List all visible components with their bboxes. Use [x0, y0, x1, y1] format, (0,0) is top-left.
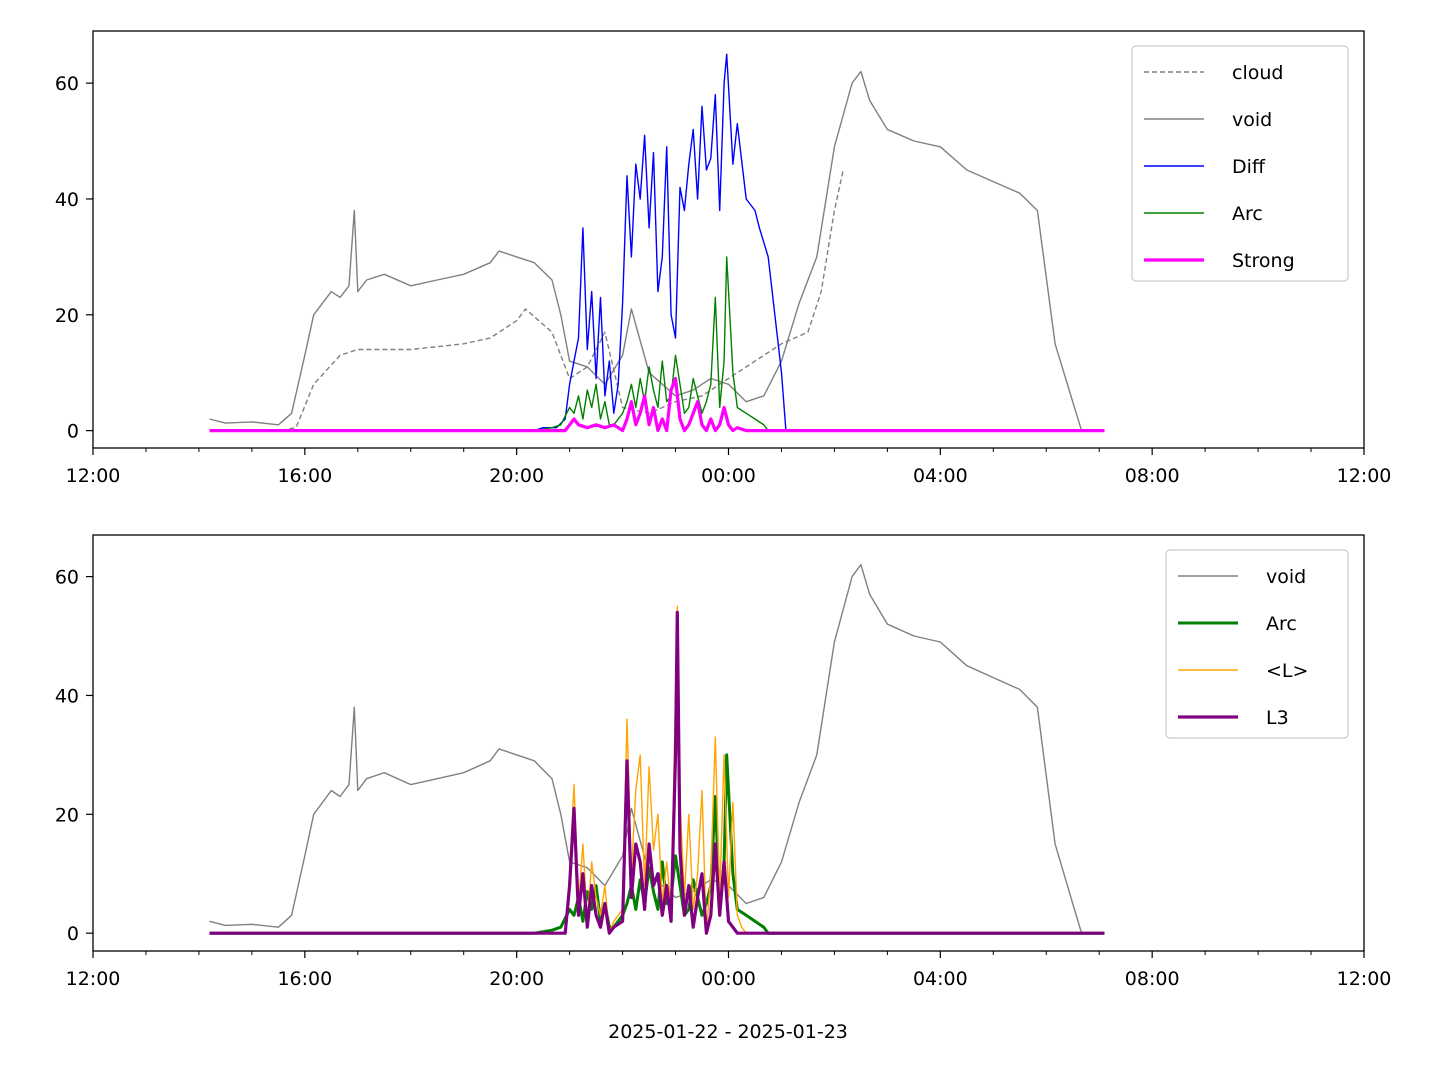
legend-label: void — [1232, 109, 1272, 131]
legend: cloud void Diff Arc Strong — [1131, 45, 1349, 282]
y-tick-label: 40 — [55, 189, 79, 211]
y-tick-label: 40 — [55, 685, 79, 707]
plot-area — [209, 564, 1105, 935]
y-tick-label: 20 — [55, 305, 79, 327]
series-line-l3 — [209, 610, 1105, 935]
series-line-strong — [209, 376, 1105, 433]
x-tick-label: 12:00 — [66, 968, 121, 990]
y-tick-label: 0 — [67, 923, 79, 945]
x-tick-label: 16:00 — [277, 465, 332, 487]
x-tick-label: 08:00 — [1125, 465, 1180, 487]
x-tick-label: 12:00 — [1337, 968, 1392, 990]
legend-label: Diff — [1232, 156, 1266, 178]
legend-label: L3 — [1266, 707, 1289, 729]
y-tick-label: 0 — [67, 421, 79, 443]
x-tick-label: 08:00 — [1125, 968, 1180, 990]
x-tick-label: 20:00 — [489, 465, 544, 487]
y-tick-label: 20 — [55, 804, 79, 826]
legend-label: void — [1266, 566, 1306, 588]
legend-label: Arc — [1232, 203, 1263, 225]
x-tick-label: 20:00 — [489, 968, 544, 990]
x-tick-label: 16:00 — [277, 968, 332, 990]
series-line-arc — [534, 256, 769, 432]
y-tick-label: 60 — [55, 567, 79, 589]
top-panel: 12:00 16:00 20:00 00:00 04:00 08:00 12:00 0 20 40… — [55, 30, 1392, 487]
figure-xlabel: 2025-01-22 - 2025-01-23 — [608, 1021, 848, 1043]
series-line-cloud — [209, 169, 844, 432]
series-line-diff — [534, 53, 787, 432]
legend-label: <L> — [1266, 660, 1308, 682]
series-line-void — [209, 70, 1105, 432]
x-tick-label: 04:00 — [913, 968, 968, 990]
legend-box — [1165, 549, 1349, 739]
x-tick-label: 00:00 — [701, 465, 756, 487]
x-tick-label: 00:00 — [701, 968, 756, 990]
bottom-panel: 12:00 16:00 20:00 00:00 04:00 08:00 12:00 0 20 40… — [55, 534, 1392, 990]
legend-label: Arc — [1266, 613, 1297, 635]
x-tick-label: 04:00 — [913, 465, 968, 487]
legend-label: cloud — [1232, 62, 1283, 84]
y-tick-label: 60 — [55, 73, 79, 95]
series-line-l — [209, 605, 1105, 934]
legend: void Arc <L> L3 — [1165, 549, 1349, 739]
legend-box — [1131, 45, 1349, 282]
x-tick-label: 12:00 — [1337, 465, 1392, 487]
series-line-void — [209, 564, 1105, 934]
x-tick-label: 12:00 — [66, 465, 121, 487]
legend-label: Strong — [1232, 250, 1295, 272]
plot-area — [209, 53, 1105, 433]
